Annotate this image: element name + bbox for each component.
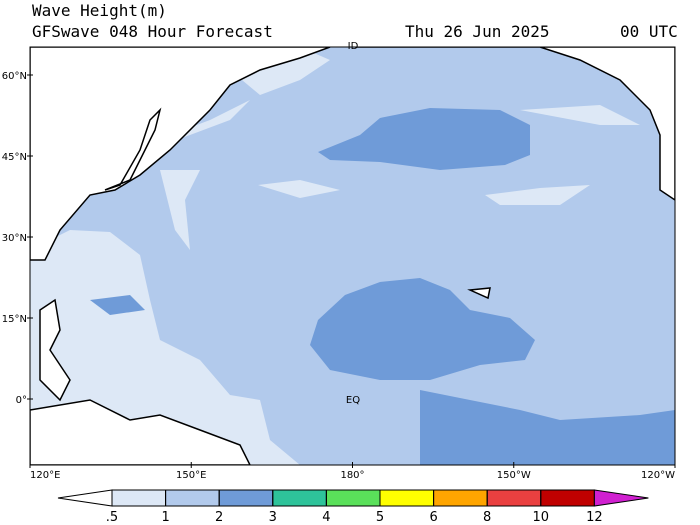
lon-label: 120°W [641, 470, 675, 481]
colorbar-segment [379, 489, 435, 507]
lon-label: 120°E [30, 470, 60, 481]
colorbar-segment [486, 489, 542, 507]
title: Wave Height(m) [32, 1, 167, 20]
colorbar-label: 4 [322, 510, 330, 525]
lat-label: 0° [16, 395, 27, 406]
lon-label: 150°W [497, 470, 531, 481]
lon-label: 150°E [176, 470, 206, 481]
time: 00 UTC [620, 22, 678, 41]
colorbar-segment [111, 489, 167, 507]
colorbar-label: 12 [586, 510, 603, 525]
colorbar-label: 2 [215, 510, 223, 525]
colorbar-high [593, 489, 649, 507]
colorbar-label: 8 [483, 510, 491, 525]
lon-label: 180° [340, 470, 364, 481]
colorbar-segment [433, 489, 488, 507]
colorbar-label: 5 [376, 510, 384, 525]
colorbar-segment [325, 489, 381, 507]
colorbar-label: .5 [106, 510, 118, 525]
colorbar-label: 1 [161, 510, 169, 525]
subtitle: GFSwave 048 Hour Forecast [32, 22, 273, 41]
colorbar-low [57, 489, 113, 507]
colorbar-segment [272, 489, 327, 507]
colorbar-segment [540, 489, 595, 507]
date-line-label: ID [348, 41, 359, 52]
lat-label: 60°N [2, 71, 27, 82]
colorbar-label: 10 [533, 510, 550, 525]
lat-label: 30°N [2, 233, 27, 244]
colorbar-segment [165, 489, 220, 507]
map-field [30, 47, 675, 465]
date: Thu 26 Jun 2025 [405, 22, 550, 41]
equator-label: EQ [346, 395, 360, 406]
lat-label: 45°N [2, 152, 27, 163]
colorbar-segment [218, 489, 274, 507]
lat-label: 15°N [2, 314, 27, 325]
colorbar-label: 6 [429, 510, 437, 525]
colorbar-label: 3 [269, 510, 277, 525]
